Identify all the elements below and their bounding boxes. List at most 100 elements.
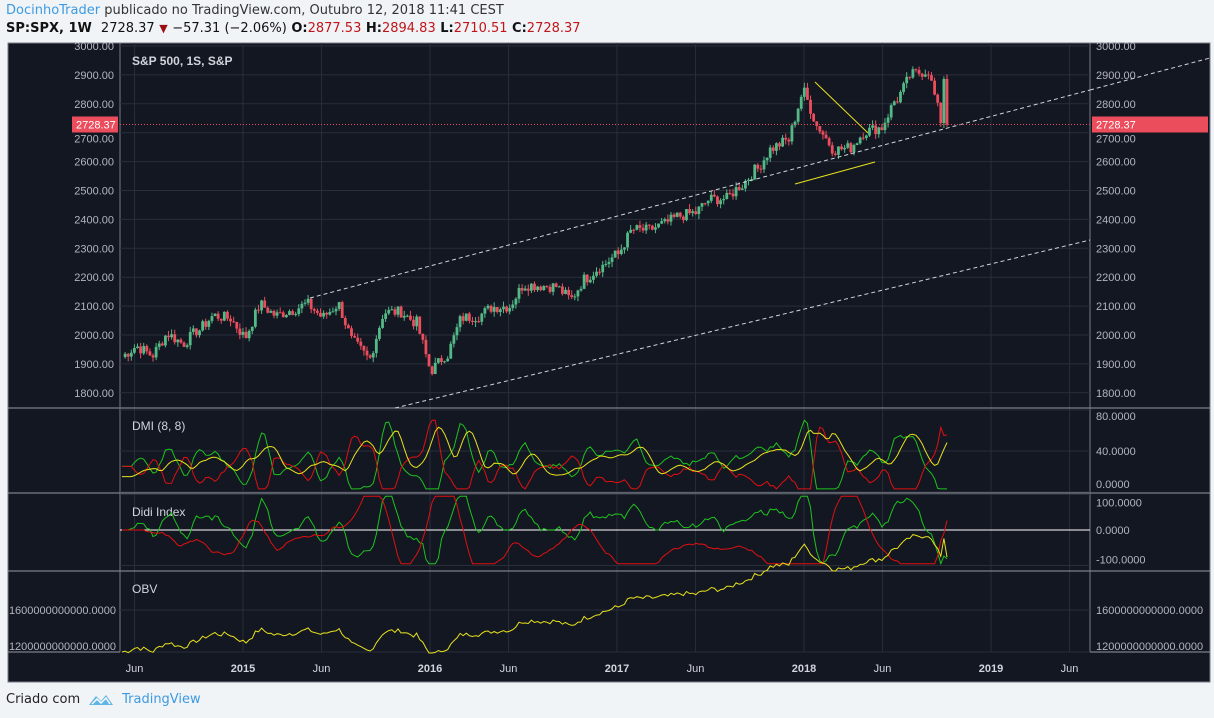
close-label: C: (512, 21, 527, 36)
footer: Criado com TradingView (6, 692, 201, 707)
obv-line (121, 534, 948, 654)
candle-body (716, 196, 719, 205)
price-axis-label-right: 2300.00 (1096, 243, 1136, 255)
candle-body (409, 315, 412, 320)
candle-body (663, 219, 667, 222)
candle-body (253, 309, 257, 327)
candle-body (477, 321, 481, 323)
candle-body (424, 339, 428, 355)
candle-body (322, 312, 325, 317)
candle-body (517, 288, 521, 299)
candle-body (129, 352, 133, 357)
candle-body (747, 179, 750, 181)
candle-body (638, 225, 642, 228)
candle-body (604, 263, 608, 265)
candle-body (139, 346, 143, 354)
candle-body (669, 214, 673, 222)
candle-body (216, 313, 220, 319)
candle-body (942, 78, 946, 124)
candle-body (374, 338, 378, 354)
candle-body (523, 288, 527, 291)
candle-body (191, 328, 195, 332)
candle-body (899, 91, 902, 103)
candle-body (843, 147, 847, 150)
chart-background (7, 42, 1211, 683)
candle-body (700, 203, 704, 207)
candle-body (697, 206, 701, 215)
price-axis-label-left: 2800.00 (74, 99, 114, 111)
price-axis-label-left: 3000.00 (74, 41, 114, 53)
candle-body (725, 192, 729, 200)
price-axis-label-left: 2700.00 (74, 134, 114, 146)
candle-body (455, 327, 459, 336)
candle-body (561, 286, 564, 294)
candle-body (787, 139, 791, 142)
open-value: 2877.53 (307, 21, 362, 36)
candle-body (768, 147, 772, 158)
low-value: 2710.51 (453, 21, 508, 36)
candle-body (626, 232, 629, 248)
candle-body (765, 157, 769, 161)
candle-body (430, 366, 434, 375)
candle-body (303, 302, 307, 304)
candle-body (235, 321, 239, 329)
candle-body (840, 146, 843, 150)
candle-body (436, 358, 440, 363)
candle-body (601, 264, 605, 273)
candle-body (325, 312, 329, 315)
candle-body (740, 188, 744, 190)
last-price: 2728.37 (100, 21, 155, 36)
candle-body (846, 143, 850, 148)
candle-body (489, 305, 493, 312)
candle-body (446, 358, 450, 362)
didi-axis-label: 0.0000 (1096, 525, 1130, 537)
down-triangle-icon: ▼ (159, 22, 168, 35)
candle-body (542, 286, 546, 291)
candle-body (319, 312, 322, 317)
publish-text: publicado no TradingView.com, Outubro 12… (104, 3, 504, 18)
channel-lower-line (394, 239, 1091, 409)
obv-axis-label-left: 1200000000000.0000 (9, 641, 116, 653)
candle-body (142, 346, 146, 354)
price-chart[interactable]: Jun 2015 Jun 2016 Jun 2017 Jun 2018 Jun 2019 Jun 30… (0, 0, 1214, 690)
candle-body (440, 358, 443, 362)
price-axis-label-right: 2100.00 (1096, 301, 1136, 313)
candle-body (182, 342, 186, 347)
candle-body (902, 83, 905, 92)
price-axis-label-right: 2200.00 (1096, 272, 1136, 284)
candle-body (185, 345, 189, 347)
time-axis-label: Jun (126, 663, 144, 675)
candle-body (554, 283, 558, 288)
candle-body (306, 298, 310, 303)
candle-body (340, 302, 344, 319)
tradingview-link[interactable]: TradingView (122, 692, 201, 707)
obv-axis-label-left: 1600000000000.0000 (9, 605, 116, 617)
publish-info: DocinhoTrader publicado no TradingView.c… (6, 3, 504, 18)
candle-body (526, 288, 530, 291)
candle-body (179, 339, 183, 343)
candle-body (722, 199, 726, 201)
price-axis-label-right: 2900.00 (1096, 70, 1136, 82)
candle-body (350, 328, 353, 337)
candle-body (762, 160, 766, 170)
candle-body (619, 249, 623, 255)
candle-body (598, 271, 602, 273)
price-axis-label-right: 2000.00 (1096, 330, 1136, 342)
didi-pane-title: Didi Index (132, 505, 185, 519)
candle-body (678, 212, 682, 217)
candle-body (238, 328, 242, 335)
candle-body (495, 307, 499, 313)
candle-body (728, 192, 732, 194)
triangle-upper-line (814, 81, 869, 134)
candle-body (719, 200, 722, 205)
candle-body (610, 257, 614, 263)
time-axis-label: Jun (687, 663, 705, 675)
candle-body (858, 137, 862, 144)
candle-body (356, 337, 360, 342)
price-axis-label-left: 1900.00 (74, 359, 114, 371)
candle-body (390, 309, 394, 311)
high-value: 2894.83 (381, 21, 436, 36)
candle-body (691, 211, 695, 214)
candle-body (241, 331, 245, 335)
author-link[interactable]: DocinhoTrader (6, 3, 101, 18)
